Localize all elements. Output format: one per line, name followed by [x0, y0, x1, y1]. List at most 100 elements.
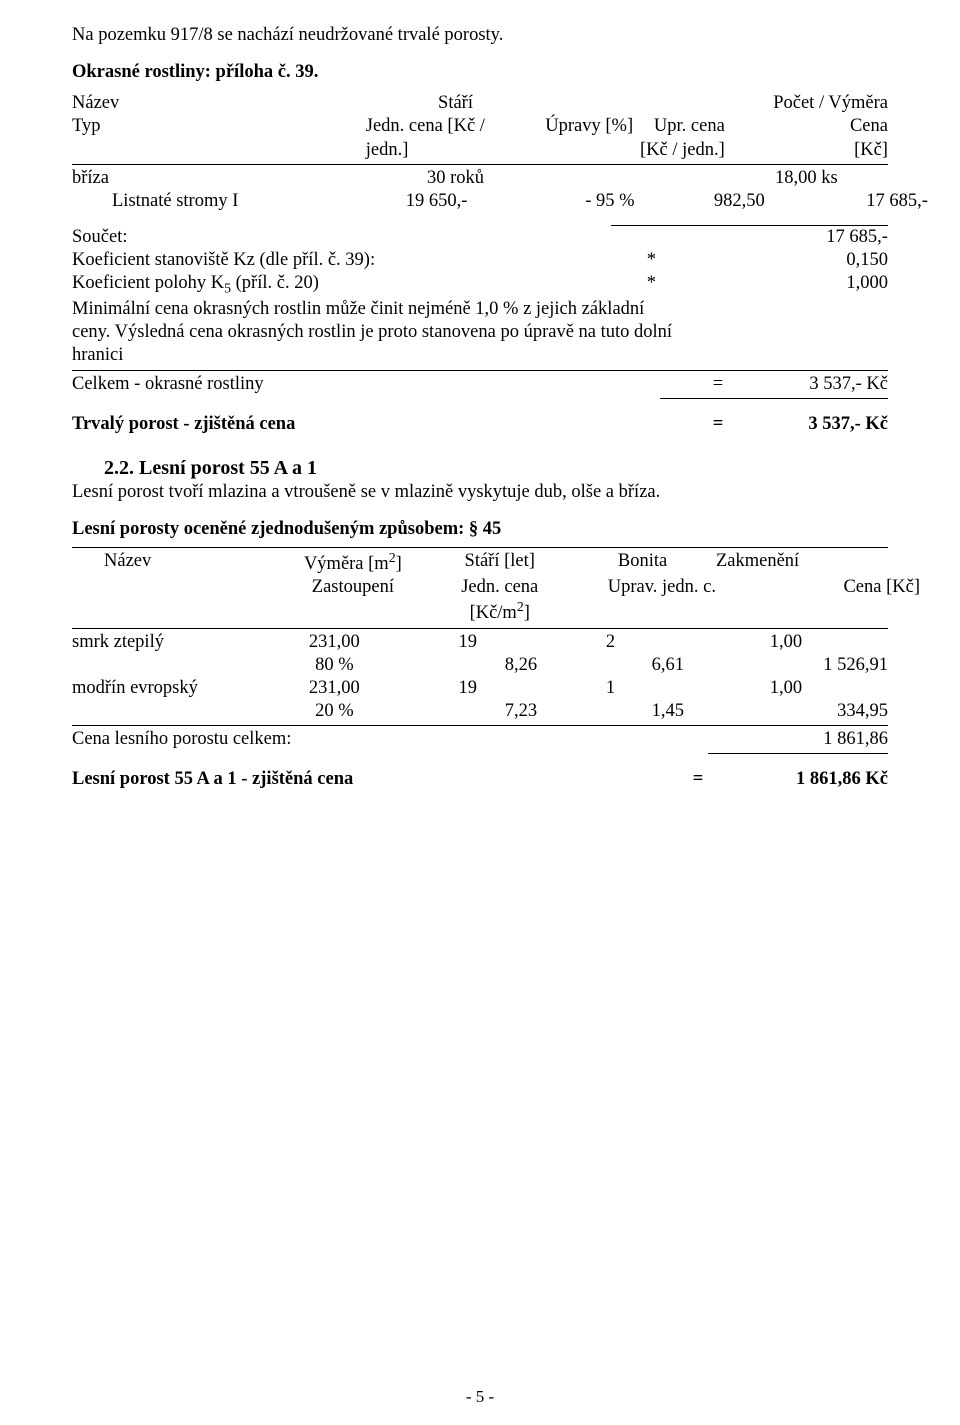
forest-header-row1: Název Výměra [m2] Stáří [let] Bonita Zak…	[72, 550, 920, 576]
fr-name: smrk ztepilý	[72, 631, 270, 654]
trvaly-eq: =	[688, 413, 748, 436]
section2-desc: Lesní porost tvoří mlazina a vtroušeně s…	[72, 481, 888, 504]
orna-cena: 17 685,-	[765, 190, 928, 213]
fh-area-sup: 2	[389, 551, 396, 566]
fr-zast: 20 %	[270, 700, 398, 723]
celkem-okrasne-eq: =	[688, 373, 748, 396]
forest-final-value: 1 861,86 Kč	[728, 768, 888, 791]
fh-area: Výměra [m2]	[275, 550, 430, 576]
koef2-label: Koeficient polohy K5 (příl. č. 20)	[72, 272, 578, 298]
min-line3: hranici	[72, 344, 888, 367]
forest-row-sub: 80 % 8,26 6,61 1 526,91	[72, 654, 888, 677]
forest-total-value: 1 861,86	[728, 728, 888, 751]
fh-cena: Cena [Kč]	[716, 576, 920, 625]
fr-bonita: 1	[537, 677, 684, 700]
fh-bonita: Bonita	[569, 550, 716, 576]
orna-data-row1: bříza 30 roků 18,00 ks	[72, 167, 888, 190]
divider	[72, 725, 888, 726]
fr-area: 231,00	[270, 631, 398, 654]
page-number: - 5 -	[0, 1386, 960, 1407]
celkem-okrasne-label: Celkem - okrasné rostliny	[72, 373, 688, 396]
forest-row-sub: 20 % 7,23 1,45 334,95	[72, 700, 888, 723]
fh-area-txt: Výměra [m	[304, 554, 389, 574]
divider	[72, 751, 888, 754]
sum-divider	[72, 396, 888, 399]
fr-uprav: 1,45	[537, 700, 684, 723]
trvaly-label: Trvalý porost - zjištěná cena	[72, 413, 688, 436]
orna-data-row2: Listnaté stromy I 19 650,- - 95 % 982,50…	[72, 190, 888, 213]
divider	[72, 164, 888, 165]
celkem-okrasne-row: Celkem - okrasné rostliny = 3 537,- Kč	[72, 373, 888, 396]
fr-zast: 80 %	[270, 654, 398, 677]
forest-total-label: Cena lesního porostu celkem:	[72, 728, 728, 751]
koef2-star: *	[578, 272, 725, 298]
forest-total-row: Cena lesního porostu celkem: 1 861,86	[72, 728, 888, 751]
fr-age: 19	[398, 677, 537, 700]
forest-header-row2: Zastoupení Jedn. cena [Kč/m2] Uprav. jed…	[72, 576, 920, 625]
orna-h-upr-l2: [Kč / jedn.]	[545, 139, 725, 162]
fr-cena: 1 526,91	[684, 654, 888, 677]
orna-header-row2: Typ Jedn. cena [Kč / Úpravy [%] Upr. cen…	[72, 115, 888, 138]
fr-age: 19	[398, 631, 537, 654]
orna-name: bříza	[72, 167, 366, 190]
forest-final-row: Lesní porost 55 A a 1 - zjištěná cena = …	[72, 768, 888, 791]
fr-cena: 334,95	[684, 700, 888, 723]
divider	[72, 547, 888, 548]
forest-row: modřín evropský 231,00 19 1 1,00	[72, 677, 888, 700]
fr-uprav: 6,61	[537, 654, 684, 677]
section1-title: Okrasné rostliny: příloha č. 39.	[72, 61, 888, 84]
fh-age: Stáří [let]	[430, 550, 569, 576]
divider	[72, 628, 888, 629]
fh-area-close: ]	[396, 554, 402, 574]
sum-divider	[72, 213, 888, 226]
forest-final-eq: =	[668, 768, 728, 791]
orna-upr: 982,50	[714, 190, 765, 213]
fr-bonita: 2	[537, 631, 684, 654]
orna-h-cena-l1: Cena	[725, 115, 888, 138]
sum-row: Součet: 17 685,-	[72, 226, 888, 249]
fr-unit: 8,26	[398, 654, 537, 677]
orna-h-cena-l2: [Kč]	[725, 139, 888, 162]
koef1-star: *	[578, 249, 725, 272]
section2-title: 2.2. Lesní porost 55 A a 1	[72, 456, 888, 481]
koef1-row: Koeficient stanoviště Kz (dle příl. č. 3…	[72, 249, 888, 272]
trvaly-row: Trvalý porost - zjištěná cena = 3 537,- …	[72, 413, 888, 436]
fr-unit: 7,23	[398, 700, 537, 723]
koef1-label: Koeficient stanoviště Kz (dle příl. č. 3…	[72, 249, 578, 272]
orna-h-unitprice-l2: jedn.]	[366, 139, 546, 162]
fh-uprav: Uprav. jedn. c.	[569, 576, 716, 625]
orna-adj: - 95 %	[585, 190, 634, 213]
celkem-okrasne-value: 3 537,- Kč	[748, 373, 888, 396]
min-line1: Minimální cena okrasných rostlin může či…	[72, 298, 888, 321]
divider	[72, 370, 888, 371]
fh-unit-close: ]	[524, 604, 530, 624]
fh-unit: Jedn. cena [Kč/m2]	[430, 576, 569, 625]
sum-label: Součet:	[72, 226, 366, 249]
forest-final-label: Lesní porost 55 A a 1 - zjištěná cena	[72, 768, 668, 791]
intro-line: Na pozemku 917/8 se nachází neudržované …	[72, 24, 888, 47]
orna-age: 30 roků	[366, 167, 546, 190]
koef2-value: 1,000	[725, 272, 888, 298]
koef2-sub: 5	[224, 282, 231, 297]
orna-header-row3: jedn.] [Kč / jedn.] [Kč]	[72, 139, 888, 162]
orna-unitprice: 19 650,-	[406, 190, 586, 213]
min-line2: ceny. Výsledná cena okrasných rostlin je…	[72, 321, 888, 344]
fh-zast: Zastoupení	[275, 576, 430, 625]
orna-h-unitprice-l1: Jedn. cena [Kč /	[366, 115, 546, 138]
orna-subname: Listnaté stromy I	[72, 190, 406, 213]
koef2-label-b: (příl. č. 20)	[231, 273, 319, 293]
koef2-label-a: Koeficient polohy K	[72, 273, 224, 293]
orna-h-upr-l1: Upr. cena	[654, 115, 725, 138]
fr-zakm: 1,00	[684, 677, 888, 700]
orna-h-age: Stáří	[366, 92, 546, 115]
orna-h-name: Název	[72, 92, 366, 115]
fh-zakm: Zakmenění	[716, 550, 920, 576]
fr-zakm: 1,00	[684, 631, 888, 654]
fr-area: 231,00	[270, 677, 398, 700]
orna-count: 18,00 ks	[725, 167, 888, 190]
trvaly-value: 3 537,- Kč	[748, 413, 888, 436]
orna-h-type: Typ	[72, 115, 366, 138]
orna-header-row1: Název Stáří Počet / Výměra	[72, 92, 888, 115]
forest-method: Lesní porosty oceněné zjednodušeným způs…	[72, 518, 888, 541]
fh-name: Název	[104, 550, 275, 576]
